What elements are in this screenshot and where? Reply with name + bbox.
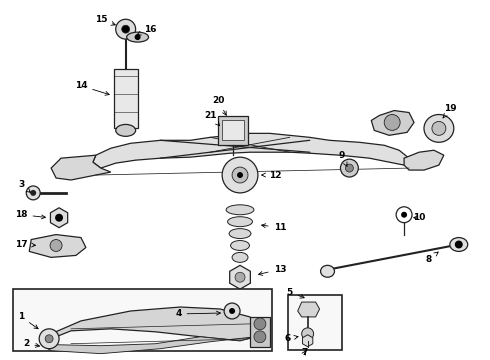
Circle shape bbox=[30, 190, 36, 196]
Bar bbox=[288, 295, 343, 350]
Polygon shape bbox=[250, 317, 270, 347]
Bar bbox=[114, 69, 138, 129]
Circle shape bbox=[50, 239, 62, 251]
Circle shape bbox=[39, 329, 59, 349]
Ellipse shape bbox=[127, 32, 148, 42]
Text: 17: 17 bbox=[15, 240, 35, 249]
Polygon shape bbox=[302, 335, 313, 347]
Circle shape bbox=[26, 186, 40, 200]
Text: 5: 5 bbox=[287, 288, 304, 298]
Circle shape bbox=[254, 318, 266, 330]
Ellipse shape bbox=[227, 217, 252, 227]
Text: 18: 18 bbox=[15, 210, 46, 219]
Text: 13: 13 bbox=[259, 265, 286, 275]
Bar bbox=[13, 289, 272, 351]
Ellipse shape bbox=[232, 252, 248, 262]
Polygon shape bbox=[371, 111, 414, 135]
Circle shape bbox=[384, 114, 400, 130]
Circle shape bbox=[229, 308, 235, 314]
Ellipse shape bbox=[424, 114, 454, 142]
Text: 16: 16 bbox=[137, 25, 157, 35]
Ellipse shape bbox=[226, 205, 254, 215]
Text: 14: 14 bbox=[74, 81, 109, 95]
Polygon shape bbox=[51, 155, 111, 180]
Polygon shape bbox=[93, 133, 409, 168]
Text: 8: 8 bbox=[426, 252, 438, 264]
Circle shape bbox=[237, 172, 243, 178]
Text: 3: 3 bbox=[18, 180, 30, 192]
Text: 7: 7 bbox=[301, 348, 308, 357]
Text: 15: 15 bbox=[95, 15, 115, 25]
Polygon shape bbox=[29, 235, 86, 257]
Polygon shape bbox=[298, 302, 319, 317]
Circle shape bbox=[345, 164, 353, 172]
Text: 11: 11 bbox=[262, 223, 286, 232]
Circle shape bbox=[232, 167, 248, 183]
Polygon shape bbox=[230, 265, 250, 289]
Text: 6: 6 bbox=[285, 334, 298, 343]
Text: 12: 12 bbox=[262, 171, 281, 180]
Circle shape bbox=[45, 335, 53, 343]
Circle shape bbox=[222, 157, 258, 193]
Circle shape bbox=[116, 19, 136, 39]
Bar bbox=[218, 116, 248, 145]
Text: 19: 19 bbox=[443, 104, 457, 118]
Text: 4: 4 bbox=[175, 310, 220, 319]
Ellipse shape bbox=[231, 240, 249, 251]
Ellipse shape bbox=[116, 125, 136, 136]
Ellipse shape bbox=[450, 238, 468, 251]
Polygon shape bbox=[41, 307, 260, 345]
Text: 1: 1 bbox=[18, 312, 38, 329]
Circle shape bbox=[302, 328, 314, 340]
Ellipse shape bbox=[320, 265, 335, 277]
Circle shape bbox=[254, 331, 266, 343]
Circle shape bbox=[122, 25, 130, 33]
Ellipse shape bbox=[432, 121, 446, 135]
Text: 20: 20 bbox=[212, 96, 226, 115]
Circle shape bbox=[341, 159, 358, 177]
Text: 2: 2 bbox=[23, 339, 40, 348]
Circle shape bbox=[135, 34, 141, 40]
Circle shape bbox=[224, 303, 240, 319]
Circle shape bbox=[401, 212, 407, 218]
Text: 9: 9 bbox=[338, 151, 347, 166]
Polygon shape bbox=[404, 150, 444, 170]
Text: 10: 10 bbox=[413, 213, 425, 222]
Polygon shape bbox=[50, 208, 68, 228]
Text: 21: 21 bbox=[204, 111, 220, 126]
Polygon shape bbox=[41, 337, 255, 354]
Circle shape bbox=[455, 240, 463, 248]
Circle shape bbox=[235, 272, 245, 282]
Circle shape bbox=[55, 214, 63, 222]
Bar bbox=[222, 121, 244, 140]
Ellipse shape bbox=[229, 229, 251, 239]
